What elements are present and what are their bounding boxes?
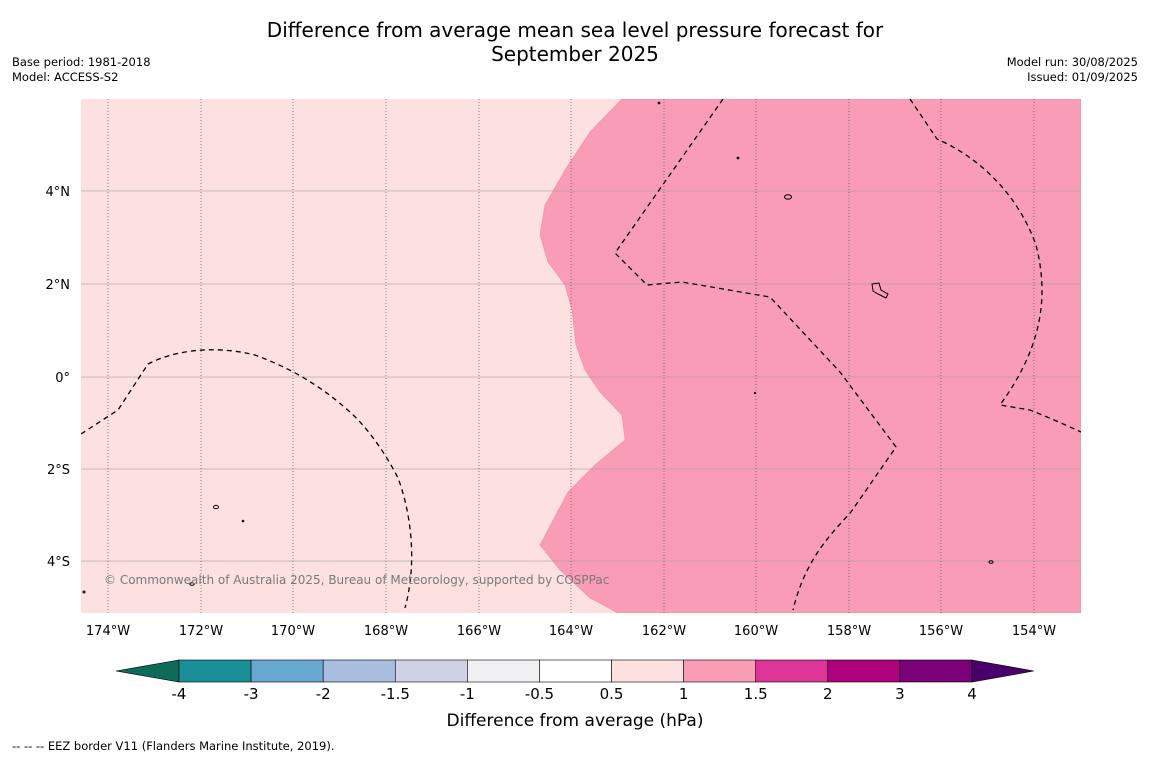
lon-label: 164°W	[549, 624, 593, 639]
islands	[82, 101, 994, 594]
colorbar-cell	[322, 659, 396, 683]
colorbar: -4 -3 -2 -1.5 -1 -0.5 0.5 1 1.5 2 3 4 Difference fr…	[115, 659, 1035, 731]
lon-label: 170°W	[271, 624, 315, 639]
lat-label: 4°S	[47, 555, 70, 570]
island-outline	[736, 156, 740, 160]
colorbar-label: Difference from average (hPa)	[447, 711, 704, 731]
eez-border-central	[614, 99, 897, 611]
meta-left: Base period: 1981-2018 Model: ACCESS-S2	[12, 55, 151, 85]
colorbar-tick-label: 1.5	[744, 685, 768, 703]
colorbar-cell	[827, 659, 901, 683]
base-period-text: Base period: 1981-2018	[12, 55, 151, 69]
longitude-labels: 174°W 172°W 170°W 168°W 166°W 164°W 162°…	[86, 624, 1056, 639]
colorbar-tick-label: 1	[679, 685, 689, 703]
island-outline	[871, 282, 889, 299]
lat-label: 2°N	[46, 278, 71, 293]
colorbar-tick-label: 0.5	[600, 685, 624, 703]
model-run-text: Model run: 30/08/2025	[1006, 55, 1138, 69]
island-outline	[189, 582, 195, 586]
colorbar-cell	[539, 659, 612, 683]
eez-border-west	[81, 349, 413, 609]
issued-text: Issued: 01/09/2025	[1027, 70, 1138, 84]
colorbar-cell	[178, 659, 252, 683]
lat-label: 2°S	[47, 463, 70, 478]
map-title-line-2: September 2025	[491, 42, 659, 66]
map-title-line-1: Difference from average mean sea level p…	[266, 18, 884, 42]
island-outline	[784, 194, 792, 200]
colorbar-cells	[178, 659, 973, 683]
island-outline	[753, 391, 757, 395]
colorbar-tick-labels: -4 -3 -2 -1.5 -1 -0.5 0.5 1 1.5 2 3 4	[172, 685, 977, 703]
lon-label: 174°W	[86, 624, 130, 639]
lon-label: 166°W	[457, 624, 501, 639]
island-outline	[657, 101, 661, 105]
lon-label: 162°W	[642, 624, 686, 639]
colorbar-tick-label: 2	[823, 685, 833, 703]
colorbar-tick-label: -1	[460, 685, 475, 703]
island-outline	[988, 560, 994, 564]
lon-label: 172°W	[179, 624, 223, 639]
lon-label: 154°W	[1012, 624, 1056, 639]
model-text: Model: ACCESS-S2	[12, 70, 119, 84]
colorbar-cell	[899, 659, 973, 683]
colorbar-cell	[755, 659, 829, 683]
colorbar-tick-label: -4	[172, 685, 187, 703]
colorbar-tick-label: -0.5	[525, 685, 554, 703]
island-outline	[82, 590, 86, 594]
copyright-notice: © Commonwealth of Australia 2025, Bureau…	[104, 573, 609, 587]
eez-borders	[81, 99, 1081, 611]
colorbar-tick-label: -1.5	[381, 685, 410, 703]
lat-label: 4°N	[46, 185, 71, 200]
latitude-labels: 4°N 2°N 0° 2°S 4°S	[46, 185, 71, 570]
colorbar-extend-right	[971, 659, 1035, 683]
colorbar-cell	[611, 659, 684, 683]
lat-label: 0°	[55, 371, 70, 386]
lon-label: 156°W	[919, 624, 963, 639]
colorbar-cell	[250, 659, 324, 683]
colorbar-cell	[467, 659, 540, 683]
colorbar-tick-label: 3	[895, 685, 905, 703]
colorbar-cell	[683, 659, 757, 683]
map-title: Difference from average mean sea level p…	[0, 18, 1150, 66]
pressure-anomaly-region-1-to-1-5	[539, 99, 1081, 613]
lon-label: 168°W	[364, 624, 408, 639]
meta-right: Model run: 30/08/2025 Issued: 01/09/2025	[1007, 55, 1138, 85]
eez-legend-note: -- -- -- EEZ border V11 (Flanders Marine…	[12, 739, 335, 753]
colorbar-cell	[394, 659, 468, 683]
lon-label: 160°W	[734, 624, 778, 639]
colorbar-extend-left	[115, 659, 180, 683]
colorbar-tick-label: -3	[244, 685, 259, 703]
colorbar-tick-label: 4	[967, 685, 977, 703]
eez-border-east	[909, 99, 1081, 433]
colorbar-tick-label: -2	[316, 685, 331, 703]
lon-label: 158°W	[827, 624, 871, 639]
latitude-gridlines	[81, 190, 1081, 562]
island-outline	[213, 504, 219, 510]
island-outline	[241, 519, 245, 523]
